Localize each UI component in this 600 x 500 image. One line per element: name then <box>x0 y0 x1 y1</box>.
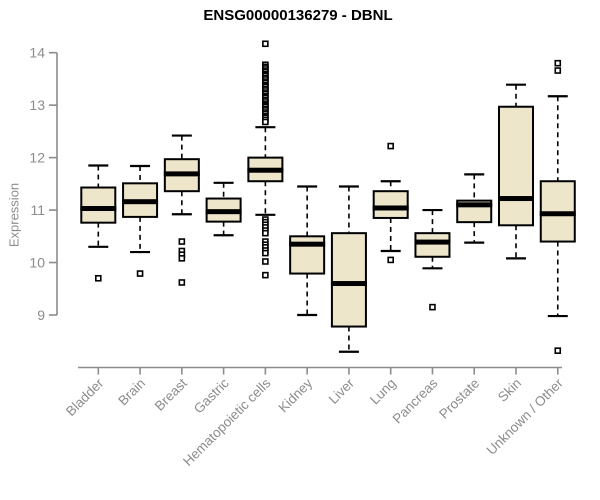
x-tick-label-unknown-other: Unknown / Other <box>484 375 567 458</box>
box-group-hematopoietic-cells <box>247 40 284 279</box>
median-line <box>205 209 242 215</box>
median-line <box>539 211 576 217</box>
x-tick-label-prostate: Prostate <box>436 376 482 422</box>
box-group-brain <box>122 164 159 277</box>
median-line <box>289 241 326 247</box>
outlier-point <box>387 256 394 264</box>
outlier-point <box>387 142 394 150</box>
median-line <box>80 206 117 212</box>
box-group-skin <box>498 83 534 260</box>
x-tick-label-pancreas: Pancreas <box>390 375 441 426</box>
iqr-box <box>414 232 451 258</box>
median-line <box>456 202 493 208</box>
outlier-point <box>262 118 269 126</box>
outlier-point <box>262 271 269 279</box>
box-group-kidney <box>289 185 326 317</box>
y-tick-label-14: 14 <box>29 45 45 61</box>
iqr-box <box>330 232 367 328</box>
median-line <box>330 281 367 287</box>
box-group-liver <box>330 185 367 353</box>
iqr-box <box>372 190 409 219</box>
x-tick-label-lung: Lung <box>367 376 399 408</box>
y-tick-label-12: 12 <box>29 150 45 166</box>
x-tick-label-bladder: Bladder <box>63 375 107 419</box>
median-line <box>163 171 200 177</box>
y-tick-label-11: 11 <box>30 202 45 218</box>
x-tick-label-skin: Skin <box>495 376 524 405</box>
box-group-lung <box>372 142 409 264</box>
outlier-point <box>262 40 269 48</box>
x-tick-label-kidney: Kidney <box>275 375 315 415</box>
box-group-bladder <box>80 164 117 282</box>
box-group-prostate <box>456 173 493 244</box>
box-group-gastric <box>205 181 242 237</box>
x-tick-label-breast: Breast <box>152 375 190 413</box>
outlier-point <box>136 270 144 277</box>
outlier-point <box>554 67 562 74</box>
outlier-point <box>178 238 186 245</box>
iqr-box <box>498 105 534 227</box>
box-group-pancreas <box>414 208 451 311</box>
iqr-box <box>80 186 117 224</box>
outlier-point <box>554 59 562 67</box>
outlier-point <box>95 274 102 282</box>
outlier-point <box>178 279 186 286</box>
chart-title: ENSG00000136279 - DBNL <box>203 7 393 24</box>
median-line <box>498 196 534 202</box>
median-line <box>122 199 159 205</box>
outlier-point <box>178 255 186 262</box>
box-group-breast <box>163 134 200 286</box>
outlier-point <box>262 229 269 237</box>
outlier-point <box>429 303 436 311</box>
y-tick-label-9: 9 <box>37 307 45 323</box>
y-tick-label-13: 13 <box>29 97 45 113</box>
median-line <box>247 167 284 173</box>
median-line <box>372 205 409 211</box>
outlier-point <box>262 258 269 265</box>
outlier-point <box>554 347 562 354</box>
outlier-point <box>262 249 269 257</box>
x-tick-label-brain: Brain <box>115 376 148 409</box>
x-tick-label-gastric: Gastric <box>191 375 232 416</box>
y-tick-label-10: 10 <box>29 255 45 271</box>
box-group-unknown-other <box>539 59 576 354</box>
x-tick-label-liver: Liver <box>326 375 358 407</box>
median-line <box>414 239 451 245</box>
